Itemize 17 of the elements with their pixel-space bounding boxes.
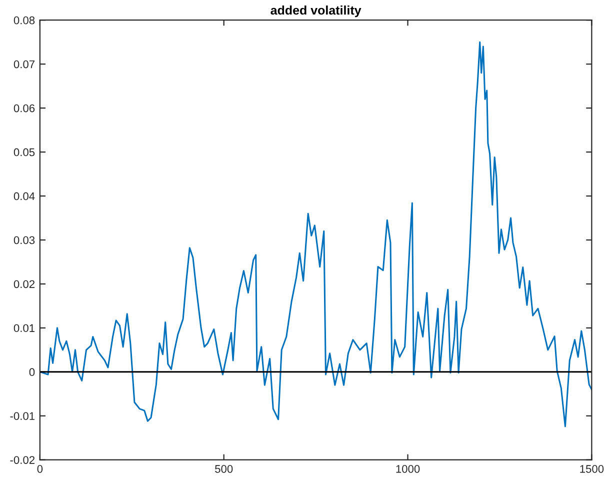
x-tick-label: 1500: [580, 464, 604, 473]
y-tick-label: 0.02: [14, 280, 35, 288]
x-tick-label: 500: [215, 464, 233, 473]
y-tick-label: -0.02: [10, 456, 35, 464]
chart-title: added volatility: [270, 6, 362, 18]
y-tick-label: 0.03: [14, 236, 35, 244]
y-tick-label: 0.07: [14, 60, 35, 68]
y-tick-label: 0.05: [14, 148, 35, 156]
x-tick-label: 1000: [396, 464, 420, 473]
y-tick-label: 0: [29, 368, 35, 376]
y-tick-label: 0.06: [14, 104, 35, 112]
x-tick-label: 0: [37, 464, 43, 473]
y-tick-label: 0.08: [14, 16, 35, 24]
line-series: [40, 41, 592, 428]
y-tick-label: -0.01: [10, 412, 35, 420]
y-tick-label: 0.01: [14, 324, 35, 332]
y-tick-label: 0.04: [14, 192, 35, 200]
